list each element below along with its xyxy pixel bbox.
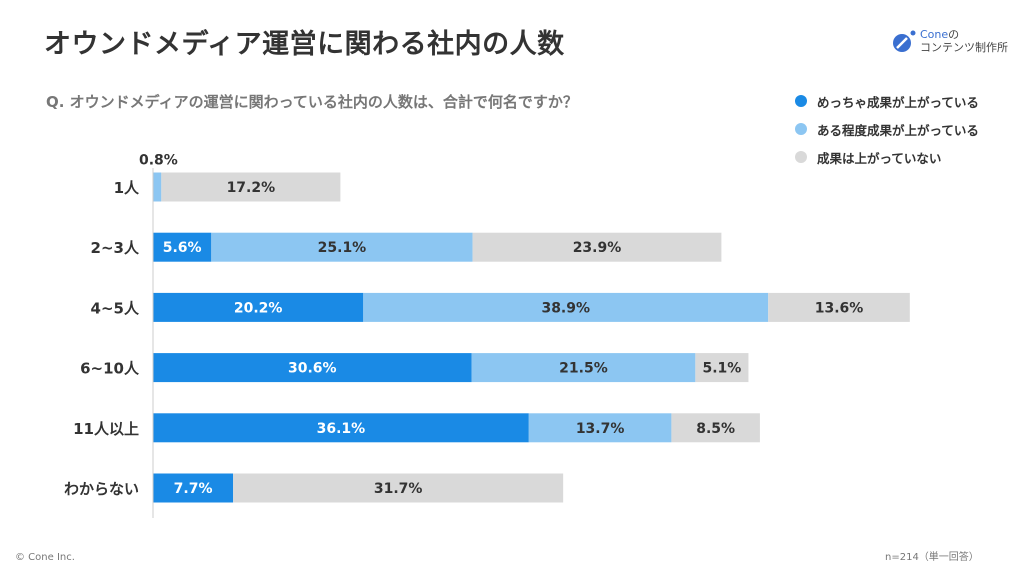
bar-segment [528,413,672,443]
data-label: 30.6% [288,361,337,377]
data-label: 5.6% [163,240,202,256]
legend-item: めっちゃ成果が上がっている [795,87,979,115]
bar-segment [211,232,473,262]
bar-segment [472,232,722,262]
page-title: オウンドメディア運営に関わる社内の人数 [44,29,565,60]
bar-segment [153,473,234,503]
bar-segment [161,172,341,202]
data-label: 20.2% [234,300,283,316]
bar-segment [768,292,910,322]
data-label: 36.1% [317,421,366,437]
legend-swatch [795,95,807,107]
bar-segment [153,413,529,443]
legend-item: ある程度成果が上がっている [795,115,979,143]
data-label: 25.1% [318,240,367,256]
category-label: 1人 [114,179,140,197]
category-label: 6~10人 [80,360,140,378]
question-text: Q. オウンドメディアの運営に関わっている社内の人数は、合計で何名ですか？ [46,93,578,111]
data-label: 38.9% [541,300,590,316]
legend-swatch [795,123,807,135]
data-label: 8.5% [696,421,735,437]
legend-swatch [795,151,807,163]
logo-brand: Cone [920,28,949,41]
bar-segment [363,292,769,322]
data-label: 13.6% [815,300,864,316]
data-label: 5.1% [702,361,741,377]
data-label: 17.2% [227,180,276,196]
category-label: 11人以上 [73,420,139,438]
logo-subtitle: コンテンツ制作所 [920,41,1008,54]
bar-segment [233,473,564,503]
bar-segment [153,292,364,322]
legend-label: めっちゃ成果が上がっている [817,94,979,110]
copyright: © Cone Inc. [15,552,75,563]
data-label: 0.8% [139,153,178,169]
data-label: 31.7% [374,481,423,497]
category-label: わからない [64,480,139,498]
data-label: 21.5% [559,361,608,377]
chart-legend: めっちゃ成果が上がっている ある程度成果が上がっている 成果は上がっていない [795,87,979,171]
data-label: 7.7% [174,481,213,497]
data-label: 23.9% [573,240,622,256]
bar-segment [153,172,162,202]
logo: Coneの コンテンツ制作所 [892,28,1008,54]
bar-segment [471,353,696,383]
sample-size: n=214（単一回答） [885,552,979,563]
legend-label: 成果は上がっていない [817,150,942,166]
category-label: 4~5人 [91,299,140,317]
logo-suffix: の [948,28,960,41]
bar-segment [153,353,472,383]
legend-item: 成果は上がっていない [795,143,979,171]
cone-logo-icon [892,30,916,52]
bar-segment [153,232,212,262]
category-label: 2~3人 [91,239,140,257]
legend-label: ある程度成果が上がっている [817,122,979,138]
bar-segment [671,413,760,443]
data-label: 13.7% [576,421,625,437]
bar-segment [695,353,749,383]
